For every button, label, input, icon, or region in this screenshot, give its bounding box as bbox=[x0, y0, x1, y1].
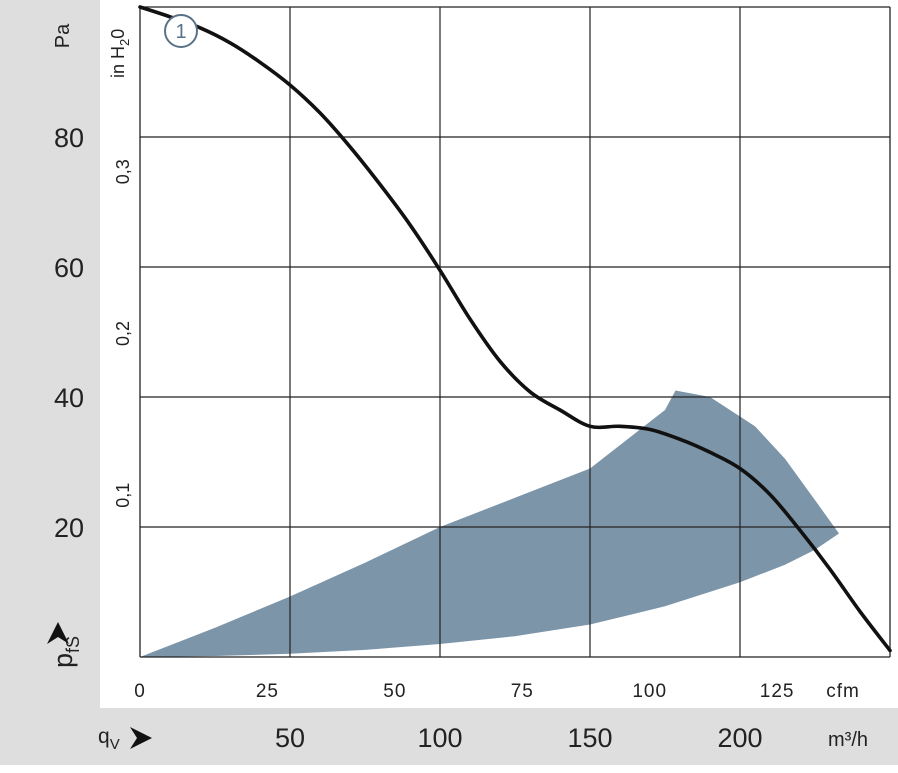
performance-curve bbox=[138, 5, 892, 653]
inh2o-tick-label: 0,2 bbox=[113, 321, 133, 346]
cfm-tick-label: 50 bbox=[383, 681, 406, 702]
flow-axis-label-sub: V bbox=[110, 736, 120, 753]
m3h-tick-label: 50 bbox=[275, 723, 305, 753]
flow-axis-label-main: q bbox=[98, 725, 110, 748]
m3h-unit-label: m³/h bbox=[828, 729, 868, 751]
inh2o-tick-label: 0,1 bbox=[113, 483, 133, 508]
m3h-tick-label: 200 bbox=[717, 723, 762, 753]
inh2o-tick-label: 0,3 bbox=[113, 159, 133, 184]
inh2o-label-sub: 2 bbox=[117, 39, 132, 46]
pressure-tick-label: 20 bbox=[54, 513, 84, 543]
cfm-tick-label: 100 bbox=[632, 681, 667, 702]
pressure-tick-label: 60 bbox=[54, 253, 84, 283]
pressure-axis-ticks: 20 40 60 80 bbox=[54, 123, 84, 543]
svg-text:pfS: pfS bbox=[48, 636, 83, 668]
inh2o-label-end: 0 bbox=[108, 29, 128, 39]
pressure-axis-arrow bbox=[47, 622, 69, 644]
pressure-tick-label: 80 bbox=[54, 123, 84, 153]
pressure-axis-label-sub: fS bbox=[63, 636, 83, 653]
cfm-tick-label: 0 bbox=[134, 681, 146, 702]
left-axis-band bbox=[0, 0, 100, 765]
bottom-axis-band bbox=[100, 708, 898, 765]
pressure-unit-label: Pa bbox=[52, 23, 74, 48]
grid bbox=[139, 6, 891, 658]
cfm-tick-label: 25 bbox=[256, 681, 279, 702]
cfm-tick-label: 75 bbox=[511, 681, 534, 702]
pressure-axis-label: pfS bbox=[48, 636, 83, 668]
inh2o-axis-label: in H20 bbox=[108, 29, 132, 78]
m3h-axis-ticks: 50 100 150 200 bbox=[275, 723, 763, 753]
pressure-tick-label: 40 bbox=[54, 383, 84, 413]
inh2o-label-main: in H bbox=[108, 46, 128, 78]
m3h-tick-label: 150 bbox=[567, 723, 612, 753]
inh2o-axis-ticks: 0,1 0,2 0,3 bbox=[113, 159, 133, 508]
cfm-axis-ticks: 0 25 50 75 100 125 bbox=[134, 681, 795, 702]
operating-region bbox=[140, 390, 839, 657]
svg-text:in H20: in H20 bbox=[108, 29, 132, 78]
cfm-tick-label: 125 bbox=[760, 681, 795, 702]
pressure-axis-label-main: p bbox=[48, 653, 78, 668]
curve-marker-label: 1 bbox=[175, 21, 186, 43]
cfm-unit-label: cfm bbox=[826, 681, 860, 702]
m3h-tick-label: 100 bbox=[417, 723, 462, 753]
curve-marker: 1 bbox=[164, 14, 198, 48]
flow-axis-arrow bbox=[130, 727, 152, 749]
flow-axis-label: qV bbox=[98, 725, 120, 753]
